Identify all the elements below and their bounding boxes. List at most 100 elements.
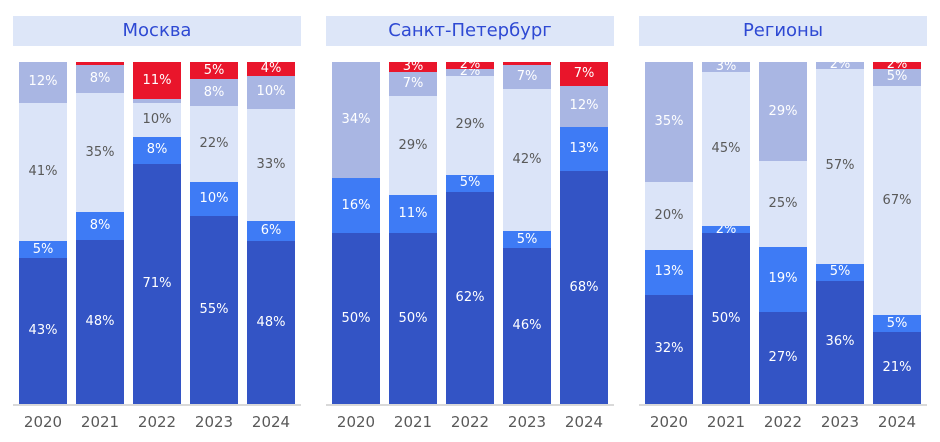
bar-segment-bright-blue: 11% [389,195,437,233]
bar-column-2020: 43% 5% 41% 12% [19,62,67,404]
bar-value-label: 48% [85,313,115,329]
bar-column-2020: 32% 13% 20% 35% [645,62,693,404]
bar-column-2022: 27% 19% 25% 29% [759,62,807,404]
bar-segment-bright-blue: 13% [645,250,693,295]
plot-area-spb: 50% 16% 34% 50% 11% 29% 7% 3% 62% 5% 29% 2% 2% 46% 5% 4… [326,58,614,406]
bar-column-2023: 36% 5% 57% 2% [816,57,864,404]
year-label-2020: 2020 [649,413,689,431]
chart-title-spb: Санкт-Петербург [326,16,614,46]
bar-value-label: 3% [715,59,737,75]
bar-value-label: 8% [203,84,225,100]
x-axis-moscow: 2020 2021 2022 2023 2024 [13,413,301,431]
bar-value-label: 46% [512,317,542,333]
bar-segment-bright-blue: 5% [503,231,551,249]
year-label-2022: 2022 [763,413,803,431]
bar-segment-light-blue: 57% [816,68,864,264]
bar-segment-dark-blue: 43% [19,258,67,404]
chart-panel-spb: Санкт-Петербург 50% 16% 34% 50% 11% 29% 7% 3% 62… [326,16,614,431]
year-label-2020: 2020 [23,413,63,431]
year-label-2024: 2024 [564,413,604,431]
bar-value-label: 25% [768,195,798,211]
bar-value-label: 5% [516,231,538,247]
year-label-2023: 2023 [820,413,860,431]
bar-segment-bright-blue: 5% [19,241,67,259]
bar-segment-red: 11% [133,62,181,100]
bar-segment-light-blue: 41% [19,102,67,242]
bar-value-label: 43% [28,323,58,339]
bar-segment-lavender: 12% [19,62,67,103]
bar-segment-lavender: 35% [645,62,693,182]
bar-column-2021: 50% 11% 29% 7% 3% [389,59,437,404]
bar-value-label: 10% [199,190,229,206]
bar-segment-light-blue: 42% [503,89,551,232]
bar-column-2022: 62% 5% 29% 2% 2% [446,58,494,404]
bar-segment-dark-blue: 55% [190,215,238,404]
bar-segment-light-blue: 10% [133,102,181,137]
bar-value-label: 5% [203,62,225,78]
bar-segment-lavender: 3% [702,59,750,75]
plot-area-moscow: 43% 5% 41% 12% 48% 8% 35% 8% 71% 8% 10% 11% 55% 10% 22… [13,61,301,406]
x-axis-regions: 2020 2021 2022 2023 2024 [639,413,927,431]
bar-value-label: 5% [886,315,908,331]
year-label-2020: 2020 [336,413,376,431]
bar-segment-dark-blue: 32% [645,294,693,404]
bar-value-label: 5% [886,69,908,85]
bar-value-label: 12% [569,98,599,114]
bar-value-label: 50% [341,310,371,326]
bar-segment-lavender: 8% [76,65,124,93]
bar-value-label: 71% [142,275,172,291]
bar-value-label: 20% [654,207,684,223]
bar-segment-lavender: 7% [389,72,437,97]
bar-value-label: 29% [455,117,485,133]
bar-value-label: 10% [142,111,172,127]
bar-value-label: 13% [654,264,684,280]
bar-value-label: 50% [398,310,428,326]
bar-segment-red: 2% [873,58,921,72]
bar-segment-light-blue: 67% [873,85,921,316]
bar-segment-bright-blue: 13% [560,127,608,172]
bar-segment-light-blue: 33% [247,109,295,222]
bar-value-label: 10% [256,84,286,100]
bar-segment-lavender: 10% [247,75,295,110]
bar-segment-lavender: 2% [816,57,864,72]
bar-value-label: 48% [256,314,286,330]
bar-segment-bright-blue: 10% [190,181,238,216]
bar-segment-red [76,62,124,66]
bar-segment-dark-blue: 50% [389,233,437,404]
year-label-2021: 2021 [80,413,120,431]
bar-segment-dark-blue: 21% [873,332,921,404]
bar-value-label: 27% [768,349,798,365]
bar-value-label: 16% [341,197,371,213]
bar-value-label: 11% [142,72,172,88]
bar-value-label: 42% [512,152,542,168]
bar-column-2023: 46% 5% 42% 7% [503,62,551,404]
bar-value-label: 11% [398,206,428,222]
bar-segment-bright-blue: 5% [446,174,494,192]
bar-value-label: 7% [402,76,424,92]
bar-column-2020: 50% 16% 34% [332,62,380,404]
bar-segment-lavender [133,99,181,103]
bar-segment-bright-blue: 5% [816,263,864,281]
bar-value-label: 5% [32,241,54,257]
bar-segment-bright-blue: 2% [702,222,750,236]
bar-value-label: 32% [654,341,684,357]
bar-value-label: 67% [882,192,912,208]
bar-segment-bright-blue: 5% [873,315,921,333]
bar-segment-lavender: 2% [446,64,494,79]
bar-segment-bright-blue: 8% [76,212,124,240]
bar-column-2021: 48% 8% 35% 8% [76,62,124,404]
bar-segment-bright-blue: 8% [133,136,181,164]
plot-area-regions: 32% 13% 20% 35% 50% 2% 45% 3% 27% 19% 25% 29% 36% 5% 5… [639,57,927,406]
chart-title-moscow: Москва [13,16,301,46]
bar-segment-bright-blue: 6% [247,221,295,242]
bar-value-label: 36% [825,334,855,350]
bar-value-label: 29% [398,137,428,153]
bar-segment-dark-blue: 62% [446,191,494,404]
bar-segment-light-blue: 35% [76,92,124,213]
bar-column-2021: 50% 2% 45% 3% [702,59,750,404]
bar-value-label: 7% [516,69,538,85]
chart-title-regions: Регионы [639,16,927,46]
bar-value-label: 62% [455,289,485,305]
year-label-2022: 2022 [450,413,490,431]
chart-panel-regions: Регионы 32% 13% 20% 35% 50% 2% 45% 3% 27% 19% 25% 2… [639,16,927,431]
